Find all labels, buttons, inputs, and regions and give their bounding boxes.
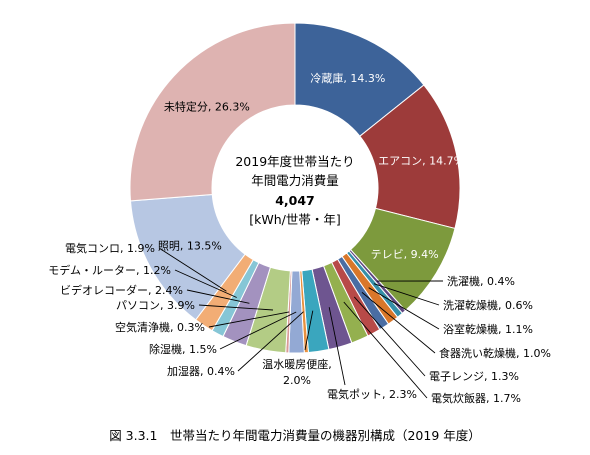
- slice-label-17: 電気コンロ, 1.9%: [65, 241, 155, 255]
- figure-caption: 図 3.3.1 世帯当たり年間電力消費量の機器別構成（2019 年度）: [109, 428, 481, 443]
- leader-line-13: [208, 311, 290, 328]
- slice-label-16: モデム・ルーター, 1.2%: [48, 263, 171, 277]
- leader-line-16: [174, 269, 237, 298]
- leader-line-15: [186, 289, 250, 304]
- center-unit: [kWh/世帯・年]: [249, 212, 341, 227]
- slice-label-5: 浴室乾燥機, 1.1%: [443, 322, 533, 336]
- slice-19: [129, 22, 296, 202]
- slice-label-10: 温水暖房便座, 2.0%: [262, 357, 332, 387]
- slice-label-3: 洗濯機, 0.4%: [447, 274, 515, 288]
- center-total-value: 4,047: [275, 193, 315, 208]
- slice-label-11: 加湿器, 0.4%: [167, 365, 235, 378]
- slice-label-2: テレビ, 9.4%: [371, 248, 439, 261]
- leader-line-7: [353, 296, 426, 377]
- leader-lines-group: [158, 247, 444, 399]
- leader-line-11: [237, 311, 304, 372]
- slice-label-9: 電気ポット, 2.3%: [327, 387, 417, 401]
- slice-label-8: 電気炊飯器, 1.7%: [431, 391, 521, 405]
- slice-label-7: 電子レンジ, 1.3%: [429, 370, 519, 383]
- labels-group: 冷蔵庫, 14.3% エアコン, 14.7% テレビ, 9.4% 洗濯機, 0.4% 洗…: [48, 71, 551, 405]
- leader-line-5: [368, 287, 440, 330]
- slice-label-0: 冷蔵庫, 14.3%: [310, 71, 385, 85]
- slice-label-15: ビデオレコーダー, 2.4%: [60, 283, 183, 297]
- leader-line-8: [343, 301, 428, 399]
- slice-label-18: 照明, 13.5%: [158, 240, 222, 253]
- slice-label-1: エアコン, 14.7%: [378, 155, 464, 168]
- center-line2: 年間電力消費量: [251, 173, 339, 188]
- slice-label-4: 洗濯乾燥機, 0.6%: [443, 298, 533, 312]
- center-line1: 2019年度世帯当たり: [235, 154, 354, 169]
- leader-line-4: [373, 283, 440, 306]
- leader-line-17: [158, 247, 227, 292]
- slice-label-13: 空気清浄機, 0.3%: [115, 320, 205, 334]
- slice-label-14: パソコン, 3.9%: [116, 299, 195, 312]
- leader-line-14: [198, 304, 274, 311]
- slice-label-19: 未特定分, 26.3%: [164, 100, 250, 114]
- leader-line-10: [304, 310, 314, 351]
- slice-label-12: 除湿機, 1.5%: [149, 342, 217, 356]
- leader-line-6: [361, 292, 436, 354]
- leader-line-12: [219, 311, 297, 350]
- leader-line-9: [328, 307, 346, 386]
- slice-label-6: 食器洗い乾燥機, 1.0%: [439, 346, 551, 360]
